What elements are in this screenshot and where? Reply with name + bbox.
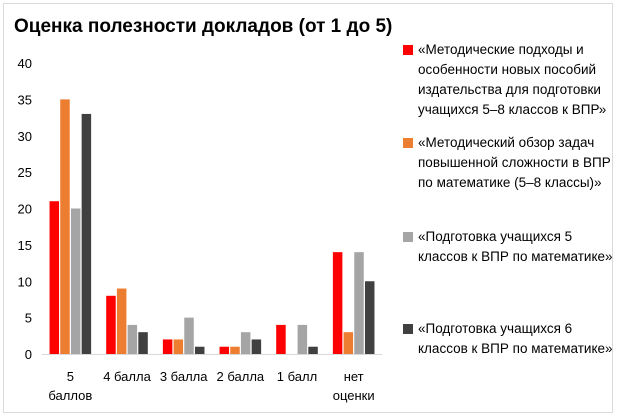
y-tick-label: 10 xyxy=(18,274,32,289)
legend-swatch-series-4 xyxy=(403,324,413,334)
bar xyxy=(354,252,364,354)
legend-item-series-2: «Методический обзор задач повышенной сло… xyxy=(403,133,613,193)
y-tick-label: 5 xyxy=(25,311,32,326)
y-tick-label: 40 xyxy=(18,56,32,71)
x-tick-label: 1 балл xyxy=(277,369,317,384)
chart-frame xyxy=(3,3,613,413)
bar xyxy=(70,208,81,354)
bar xyxy=(184,317,194,354)
bar xyxy=(49,201,60,354)
x-tick-label: нет xyxy=(344,369,364,384)
x-tick-label: 4 балла xyxy=(103,369,151,384)
legend-item-series-4: «Подготовка учащихся 6 классов к ВПР по … xyxy=(403,319,613,359)
legend-item-series-1: «Методические подходы и особенности новы… xyxy=(403,40,613,120)
bar xyxy=(81,113,92,354)
x-tick-label: 3 балла xyxy=(160,369,208,384)
x-tick-label: баллов xyxy=(48,388,92,403)
bar xyxy=(60,99,70,354)
legend-label-series-4: «Подготовка учащихся 6 классов к ВПР по … xyxy=(418,321,613,356)
bar xyxy=(173,339,184,354)
x-tick-label: оценки xyxy=(333,388,375,403)
bar xyxy=(230,346,240,354)
y-tick-label: 0 xyxy=(25,347,32,362)
legend-swatch-series-3 xyxy=(403,232,413,242)
legend-swatch-series-1 xyxy=(403,45,413,55)
y-tick-label: 25 xyxy=(18,165,32,180)
y-tick-label: 20 xyxy=(18,202,32,217)
bar xyxy=(127,324,138,354)
bar xyxy=(106,295,116,354)
legend-label-series-2: «Методический обзор задач повышенной сло… xyxy=(418,135,611,190)
bar xyxy=(162,339,173,354)
bar xyxy=(343,332,354,354)
y-tick-label: 30 xyxy=(18,129,32,144)
legend-label-series-3: «Подготовка учащихся 5 классов к ВПР по … xyxy=(418,229,613,264)
bar xyxy=(240,332,251,354)
bar xyxy=(308,346,318,354)
chart-title: Оценка полезности докладов (от 1 до 5) xyxy=(14,16,393,37)
legend-label-series-1: «Методические подходы и особенности новы… xyxy=(418,42,607,117)
bar xyxy=(297,324,308,354)
bar xyxy=(276,324,286,354)
bar xyxy=(332,252,343,354)
x-tick-label: 2 балла xyxy=(217,369,265,384)
y-tick-label: 15 xyxy=(18,238,32,253)
bar xyxy=(251,339,262,354)
legend-item-series-3: «Подготовка учащихся 5 классов к ВПР по … xyxy=(403,227,613,267)
x-tick-label: 5 xyxy=(67,369,74,384)
legend-swatch-series-2 xyxy=(403,138,413,148)
bar xyxy=(138,332,148,354)
y-tick-label: 35 xyxy=(18,92,32,107)
bar xyxy=(194,346,205,354)
bar xyxy=(219,346,230,354)
bar xyxy=(364,281,375,354)
bar xyxy=(116,288,127,354)
